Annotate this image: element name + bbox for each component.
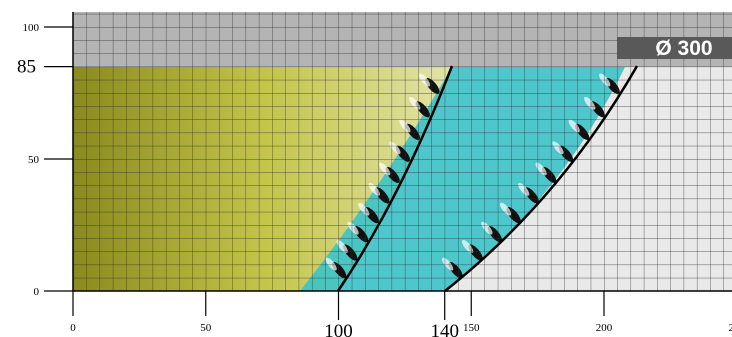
diameter-label: Ø 300 <box>655 37 712 60</box>
y-tick-label: 0 <box>34 286 40 298</box>
label-box <box>617 37 732 59</box>
x-tick-label: 50 <box>200 322 212 334</box>
outer-arc <box>444 65 639 292</box>
x-tick-label: 140 <box>430 321 459 337</box>
y-tick-label: 85 <box>17 57 36 78</box>
x-tick-label: 150 <box>463 322 480 334</box>
inner-arc <box>336 65 454 292</box>
y-tick-label: 50 <box>28 154 40 166</box>
x-tick-label: 0 <box>70 322 76 334</box>
y-tick-label: 100 <box>23 22 40 34</box>
x-tick-label: 250 <box>729 322 732 334</box>
x-tick-label: 200 <box>596 322 613 334</box>
x-tick-label: 100 <box>324 321 353 337</box>
